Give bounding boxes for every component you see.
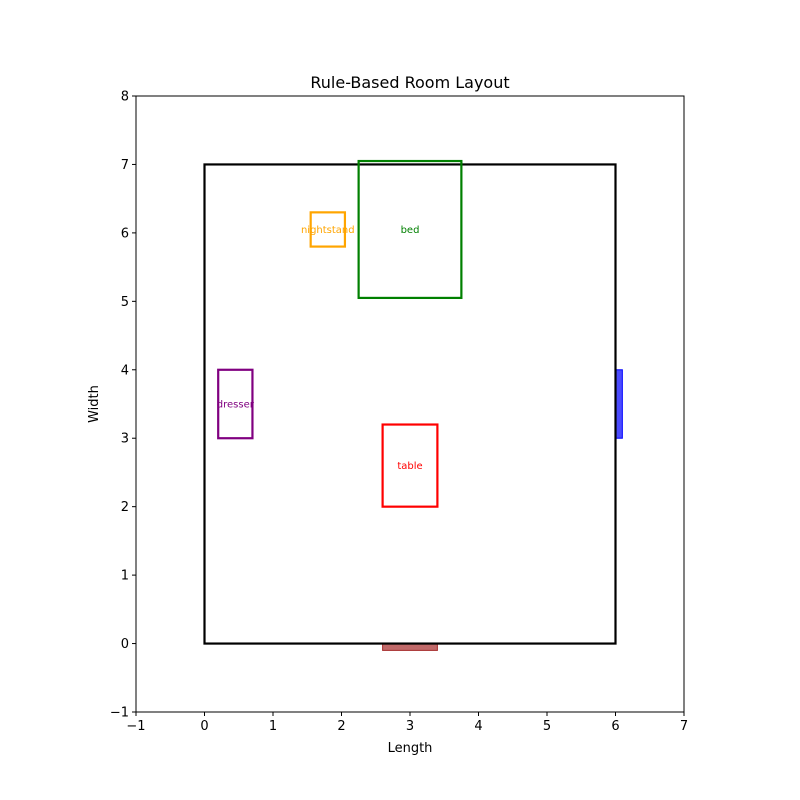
y-axis-label: Width	[87, 385, 102, 423]
furniture-bed	[357, 159, 463, 300]
furniture-label-bed: bed	[401, 225, 420, 236]
x-axis-label: Length	[388, 741, 433, 756]
room-outline	[203, 163, 617, 645]
y-tick-label: 4	[121, 363, 129, 378]
y-tick-label: 6	[121, 226, 129, 241]
y-tick-label: 5	[121, 295, 129, 310]
chart-title: Rule-Based Room Layout	[310, 73, 509, 92]
x-axis: −1 0 1 2 3 4 5 6 7	[126, 712, 688, 734]
x-tick-label: −1	[126, 719, 145, 734]
x-tick-label: 7	[680, 719, 688, 734]
x-tick-label: 4	[474, 719, 482, 734]
y-axis: −1 0 1 2 3 4 5 6 7 8	[110, 90, 136, 721]
furniture-label-dresser: dresser	[217, 400, 255, 411]
furniture-dresser	[217, 368, 254, 440]
x-tick-label: 1	[269, 719, 277, 734]
furniture-nightstand	[309, 211, 347, 248]
x-tick-label: 2	[337, 719, 345, 734]
y-tick-label: 2	[121, 500, 129, 515]
x-tick-label: 0	[200, 719, 208, 734]
furniture-label-table: table	[397, 461, 422, 472]
y-tick-label: 1	[121, 569, 129, 584]
y-tick-label: 8	[121, 90, 129, 105]
furniture-label-nightstand: nightstand	[301, 225, 355, 236]
x-tick-label: 5	[543, 719, 551, 734]
y-tick-label: 3	[121, 432, 129, 447]
x-tick-label: 3	[406, 719, 414, 734]
x-tick-label: 6	[611, 719, 619, 734]
y-tick-label: −1	[110, 706, 129, 721]
furniture-table	[381, 423, 439, 508]
y-tick-label: 7	[121, 158, 129, 173]
y-tick-label: 0	[121, 637, 129, 652]
